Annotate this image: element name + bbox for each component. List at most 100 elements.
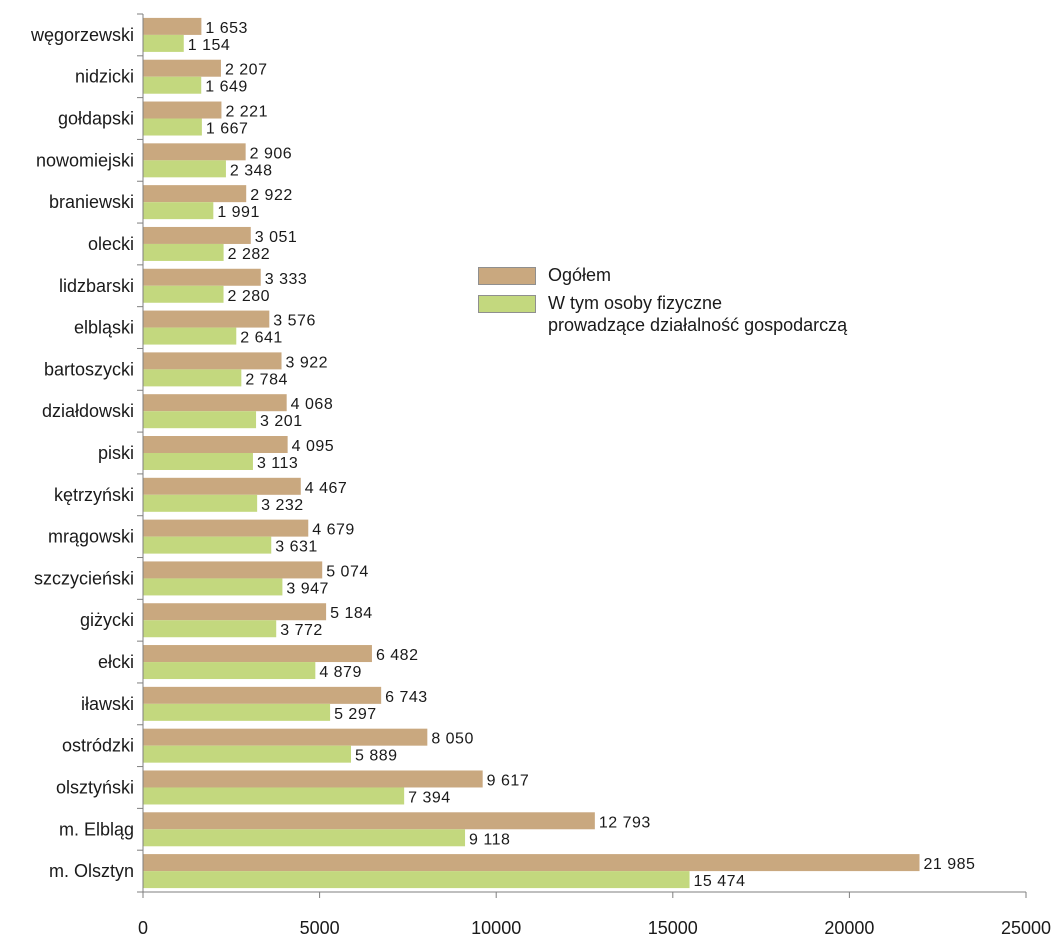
bar-ogolem bbox=[143, 394, 287, 412]
legend-label-ogolem: Ogółem bbox=[548, 265, 612, 285]
data-label-ogolem: 3 051 bbox=[255, 229, 298, 246]
data-label-ogolem: 9 617 bbox=[487, 772, 530, 789]
bar-osoby-fizyczne bbox=[143, 411, 257, 429]
category-label: giżycki bbox=[80, 610, 134, 630]
bar-osoby-fizyczne bbox=[143, 620, 277, 638]
bar-osoby-fizyczne bbox=[143, 453, 253, 470]
bar-osoby-fizyczne bbox=[143, 243, 224, 261]
bar-osoby-fizyczne bbox=[143, 787, 405, 805]
data-label-osoby-fizyczne: 3 772 bbox=[280, 622, 323, 639]
category-label: lidzbarski bbox=[59, 276, 134, 296]
category-label: ostródzki bbox=[62, 736, 134, 756]
bar-ogolem bbox=[143, 59, 221, 77]
category-label: gołdapski bbox=[58, 109, 134, 129]
category-label: kętrzyński bbox=[54, 485, 134, 505]
bar-ogolem bbox=[143, 226, 251, 244]
bar-osoby-fizyczne bbox=[143, 662, 316, 680]
bar-ogolem bbox=[143, 101, 222, 119]
bar-osoby-fizyczne bbox=[143, 536, 272, 554]
category-label: m. Olsztyn bbox=[49, 861, 134, 881]
category-label: nowomiejski bbox=[36, 150, 134, 170]
data-label-osoby-fizyczne: 1 154 bbox=[188, 37, 231, 54]
bar-osoby-fizyczne bbox=[143, 202, 214, 220]
bar-osoby-fizyczne bbox=[143, 703, 331, 721]
x-tick-label: 20000 bbox=[824, 918, 874, 936]
category-label: m. Elbląg bbox=[59, 819, 134, 839]
category-label: nidzicki bbox=[75, 67, 134, 87]
bar-ogolem bbox=[143, 17, 202, 35]
bar-ogolem bbox=[143, 143, 246, 161]
bar-osoby-fizyczne bbox=[143, 160, 226, 178]
legend-label-osoby-fizyczne: W tym osoby fizyczne prowadzące działaln… bbox=[548, 293, 848, 335]
category-label: elbląski bbox=[74, 318, 134, 338]
bar-ogolem bbox=[143, 310, 270, 328]
category-label: olecki bbox=[88, 234, 134, 254]
bar-ogolem bbox=[143, 854, 920, 872]
data-label-ogolem: 4 467 bbox=[305, 480, 348, 497]
data-label-osoby-fizyczne: 2 641 bbox=[240, 330, 283, 347]
data-label-osoby-fizyczne: 2 784 bbox=[245, 371, 288, 388]
bar-ogolem bbox=[143, 477, 301, 495]
bar-osoby-fizyczne bbox=[143, 76, 202, 94]
data-label-ogolem: 6 743 bbox=[385, 689, 428, 706]
bar-osoby-fizyczne bbox=[143, 494, 258, 512]
legend-swatch-ogolem bbox=[478, 267, 536, 285]
category-label: iławski bbox=[81, 694, 134, 714]
x-tick-label: 5000 bbox=[300, 918, 340, 936]
x-tick-label: 15000 bbox=[648, 918, 698, 936]
data-label-ogolem: 5 074 bbox=[326, 563, 369, 580]
bar-ogolem bbox=[143, 603, 327, 621]
data-label-osoby-fizyczne: 1 991 bbox=[217, 204, 260, 221]
legend: Ogółem W tym osoby fizyczne prowadzące d… bbox=[478, 264, 847, 342]
bar-osoby-fizyczne bbox=[143, 369, 242, 387]
data-label-ogolem: 6 482 bbox=[376, 647, 419, 664]
category-label: olsztyński bbox=[56, 777, 134, 797]
category-label: ełcki bbox=[98, 652, 134, 672]
data-label-osoby-fizyczne: 2 282 bbox=[228, 246, 271, 263]
bar-ogolem bbox=[143, 436, 288, 453]
category-label: mrągowski bbox=[48, 527, 134, 547]
bar-osoby-fizyczne bbox=[143, 118, 202, 136]
bar-ogolem bbox=[143, 185, 247, 203]
data-label-ogolem: 4 679 bbox=[312, 522, 355, 539]
bar-ogolem bbox=[143, 352, 282, 370]
bar-osoby-fizyczne bbox=[143, 34, 184, 52]
bar-ogolem bbox=[143, 728, 428, 746]
data-label-osoby-fizyczne: 2 280 bbox=[228, 288, 271, 305]
data-label-osoby-fizyczne: 4 879 bbox=[319, 664, 362, 681]
data-label-ogolem: 3 333 bbox=[265, 271, 308, 288]
bar-osoby-fizyczne bbox=[143, 745, 351, 763]
data-label-osoby-fizyczne: 3 232 bbox=[261, 497, 304, 514]
data-label-ogolem: 4 095 bbox=[292, 438, 335, 455]
data-label-ogolem: 2 906 bbox=[250, 145, 293, 162]
bar-osoby-fizyczne bbox=[143, 871, 690, 889]
bar-osoby-fizyczne bbox=[143, 285, 224, 303]
bar-ogolem bbox=[143, 268, 261, 286]
data-label-ogolem: 1 653 bbox=[205, 20, 248, 37]
data-label-ogolem: 3 922 bbox=[286, 354, 329, 371]
bar-ogolem bbox=[143, 519, 309, 537]
bar-osoby-fizyczne bbox=[143, 578, 283, 596]
category-label: działdowski bbox=[42, 401, 134, 421]
data-label-ogolem: 2 922 bbox=[250, 187, 293, 204]
data-label-ogolem: 3 576 bbox=[273, 313, 316, 330]
data-label-osoby-fizyczne: 3 201 bbox=[260, 413, 303, 430]
x-tick-label: 0 bbox=[138, 918, 148, 936]
bar-ogolem bbox=[143, 561, 323, 579]
bar-ogolem bbox=[143, 812, 595, 830]
legend-item-ogolem: Ogółem bbox=[478, 264, 847, 286]
data-label-ogolem: 4 068 bbox=[291, 396, 334, 413]
bar-ogolem bbox=[143, 770, 483, 788]
data-label-osoby-fizyczne: 1 667 bbox=[206, 121, 249, 138]
data-label-osoby-fizyczne: 3 947 bbox=[286, 580, 329, 597]
data-label-osoby-fizyczne: 3 113 bbox=[257, 455, 298, 472]
bar-osoby-fizyczne bbox=[143, 829, 466, 847]
bar-osoby-fizyczne bbox=[143, 327, 237, 345]
data-label-osoby-fizyczne: 15 474 bbox=[694, 873, 746, 890]
legend-swatch-osoby-fizyczne bbox=[478, 295, 536, 313]
data-label-ogolem: 2 207 bbox=[225, 62, 268, 79]
category-label: szczycieński bbox=[34, 568, 134, 588]
legend-item-osoby-fizyczne: W tym osoby fizyczne prowadzące działaln… bbox=[478, 292, 847, 336]
data-label-ogolem: 2 221 bbox=[225, 104, 268, 121]
bar-ogolem bbox=[143, 686, 382, 704]
